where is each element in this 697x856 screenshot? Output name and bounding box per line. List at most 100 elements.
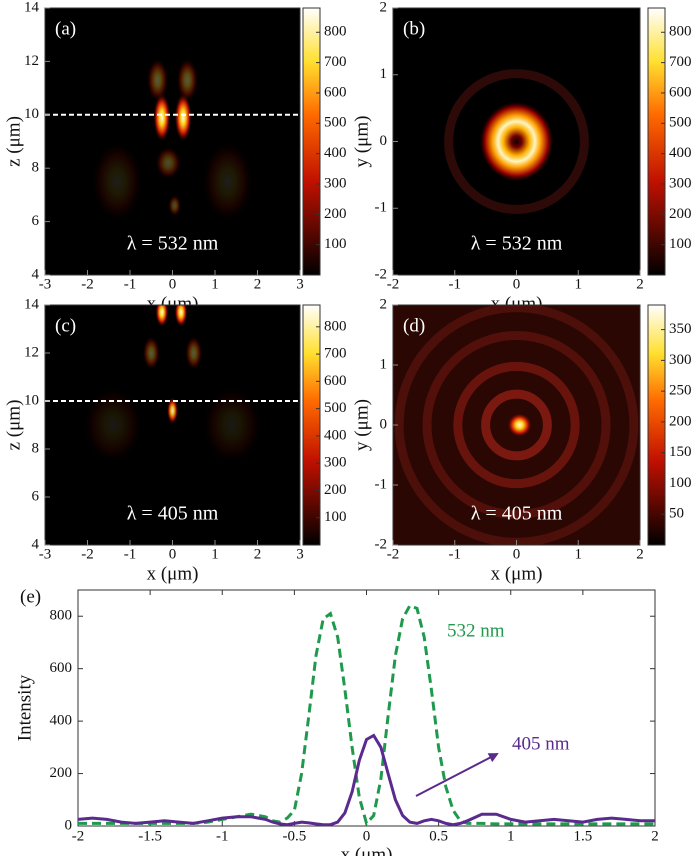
- colorbar: [302, 7, 321, 276]
- spot: [174, 93, 192, 142]
- label: 1: [380, 66, 388, 82]
- label: 200: [324, 206, 347, 222]
- label: 2: [636, 546, 644, 562]
- label: 2: [254, 276, 262, 292]
- arrow: [415, 753, 499, 797]
- spot: [168, 194, 181, 217]
- label: 3: [296, 546, 304, 562]
- label: 0.5: [429, 828, 448, 844]
- label: 2: [254, 546, 262, 562]
- label: -2: [387, 276, 400, 292]
- label: 200: [669, 413, 692, 429]
- label: 100: [324, 236, 347, 252]
- label: 4: [32, 266, 40, 282]
- label: -1.5: [138, 828, 162, 844]
- field-bg: [45, 8, 300, 275]
- label: 8: [32, 440, 40, 456]
- colorbar: [647, 304, 666, 546]
- panel-label: (a): [55, 18, 76, 39]
- label: -3: [39, 276, 52, 292]
- label: -2: [387, 546, 400, 562]
- label: 700: [324, 54, 347, 70]
- label: 2: [636, 276, 644, 292]
- annotation: λ = 532 nm: [471, 233, 563, 255]
- panel-label: (b): [403, 18, 425, 39]
- label: 6: [32, 213, 40, 229]
- label: -1: [449, 546, 462, 562]
- label: 2: [380, 0, 388, 15]
- label: -2: [81, 546, 94, 562]
- label: -1: [375, 200, 388, 216]
- label: 6: [32, 488, 40, 504]
- label: -0.5: [283, 828, 307, 844]
- spot: [202, 386, 262, 464]
- label: -2: [72, 828, 85, 844]
- spot: [91, 141, 143, 222]
- label: 4: [32, 536, 40, 552]
- field: [45, 305, 300, 545]
- label: 600: [50, 660, 73, 676]
- label: 600: [669, 84, 692, 100]
- spot: [142, 336, 160, 370]
- label: 400: [669, 145, 692, 161]
- label: 2: [380, 296, 388, 312]
- label: x (μm): [491, 563, 543, 584]
- spot: [153, 93, 171, 142]
- label: -1: [124, 546, 137, 562]
- panel-label: (e): [20, 586, 41, 607]
- label: -3: [39, 546, 52, 562]
- label: 1: [575, 546, 583, 562]
- field: [393, 8, 640, 275]
- label: 1: [575, 276, 583, 292]
- label: 200: [669, 206, 692, 222]
- spot: [185, 336, 203, 370]
- spot: [174, 305, 188, 327]
- spot: [176, 58, 198, 102]
- label: 300: [669, 352, 692, 368]
- colorbar: [302, 304, 321, 546]
- label: 200: [324, 482, 347, 498]
- y-axis-label: z (μm): [3, 400, 24, 451]
- label: 800: [669, 24, 692, 40]
- label: -1: [375, 476, 388, 492]
- y-axis-label: z (μm): [3, 116, 24, 167]
- label: 400: [324, 427, 347, 443]
- label: 350: [669, 321, 692, 337]
- label: 700: [324, 346, 347, 362]
- label: 200: [50, 765, 73, 781]
- label: 0: [169, 276, 177, 292]
- label: 500: [324, 400, 347, 416]
- spot: [155, 146, 181, 179]
- label: x (μm): [147, 563, 199, 584]
- label: 800: [324, 318, 347, 334]
- label: 8: [32, 160, 40, 176]
- ring-halo: [481, 389, 552, 461]
- label: 400: [50, 713, 73, 729]
- label: 800: [324, 24, 347, 40]
- label: 1.5: [574, 828, 593, 844]
- panel-label: (d): [403, 315, 425, 336]
- label: 50: [669, 506, 684, 522]
- label: 700: [669, 54, 692, 70]
- label: 100: [669, 236, 692, 252]
- label: 1: [211, 546, 219, 562]
- ring-halo: [453, 361, 580, 489]
- ring-halo: [444, 69, 589, 214]
- annotation: λ = 405 nm: [127, 503, 219, 525]
- label: 12: [24, 344, 39, 360]
- label: 0: [513, 546, 521, 562]
- label: 0: [65, 817, 73, 833]
- spot: [166, 397, 179, 424]
- label: 800: [50, 608, 73, 624]
- label: -1: [449, 276, 462, 292]
- label: 14: [24, 296, 40, 312]
- label: 0: [169, 546, 177, 562]
- label: 0: [363, 828, 371, 844]
- spot: [147, 58, 169, 102]
- label: 12: [24, 53, 39, 69]
- y-axis-label: y (μm): [351, 399, 372, 451]
- spot: [202, 141, 254, 222]
- label: 0: [380, 133, 388, 149]
- ring: [479, 101, 554, 182]
